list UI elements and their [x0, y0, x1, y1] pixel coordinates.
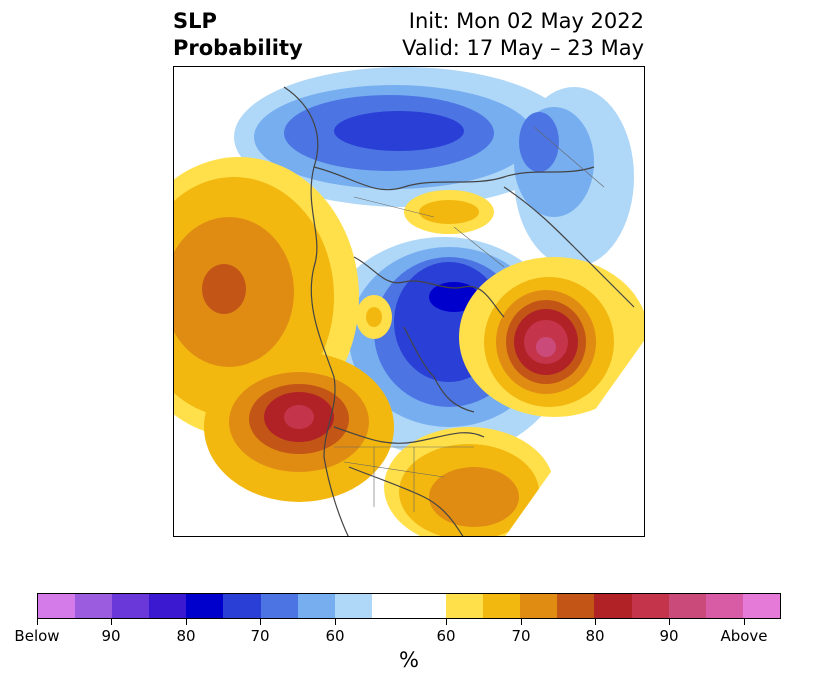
- colorbar-segment: [742, 594, 780, 618]
- colorbar-tick: [186, 619, 187, 625]
- colorbar-segment: [668, 594, 706, 618]
- colorbar-segment: [557, 594, 595, 618]
- colorbar-tick: [669, 619, 670, 625]
- colorbar-segment: [520, 594, 558, 618]
- colorbar-tick: [446, 619, 447, 625]
- colorbar-segment: [260, 594, 298, 618]
- colorbar-segment: [297, 594, 335, 618]
- colorbar-tick: [744, 619, 745, 625]
- variable-title: SLP: [173, 9, 217, 33]
- colorbar-segment: [483, 594, 521, 618]
- init-date: Init: Mon 02 May 2022: [408, 9, 644, 33]
- product-title: Probability: [173, 36, 303, 60]
- colorbar: [37, 593, 781, 619]
- colorbar-segment: [334, 594, 372, 618]
- colorbar-tick-label: 90: [101, 627, 121, 645]
- colorbar-segment: [186, 594, 224, 618]
- colorbar-tick-label: 70: [250, 627, 270, 645]
- colorbar-tick-label: 60: [325, 627, 345, 645]
- colorbar-tick: [111, 619, 112, 625]
- colorbar-tick-label: 80: [176, 627, 196, 645]
- colorbar-segment: [446, 594, 484, 618]
- probability-map: [174, 67, 644, 536]
- colorbar-tick-label: 70: [511, 627, 531, 645]
- title-left: SLP Probability: [173, 8, 303, 62]
- colorbar-tick-label: 90: [659, 627, 679, 645]
- colorbar-segment: [371, 594, 447, 618]
- colorbar-tick: [37, 619, 38, 625]
- colorbar-tick-label: 80: [585, 627, 605, 645]
- colorbar-tick: [260, 619, 261, 625]
- colorbar-segment: [112, 594, 150, 618]
- colorbar-segment: [631, 594, 669, 618]
- colorbar-segment: [149, 594, 187, 618]
- colorbar-tick: [335, 619, 336, 625]
- colorbar-segment: [594, 594, 632, 618]
- colorbar-unit: %: [399, 648, 419, 672]
- title-right: Init: Mon 02 May 2022 Valid: 17 May – 23…: [402, 8, 644, 62]
- probability-shading: [174, 67, 644, 536]
- colorbar-segment: [38, 594, 76, 618]
- colorbar-tick-label: Below: [14, 627, 60, 645]
- valid-range: Valid: 17 May – 23 May: [402, 36, 644, 60]
- country-borders: [334, 126, 605, 512]
- colorbar-segment: [705, 594, 743, 618]
- colorbar-tick-label: Above: [720, 627, 768, 645]
- map-panel: [173, 66, 645, 537]
- colorbar-tick-label: 60: [436, 627, 456, 645]
- colorbar-tick: [595, 619, 596, 625]
- coastlines: [283, 86, 635, 536]
- colorbar-segment: [75, 594, 113, 618]
- colorbar-segment: [223, 594, 261, 618]
- colorbar-tick: [521, 619, 522, 625]
